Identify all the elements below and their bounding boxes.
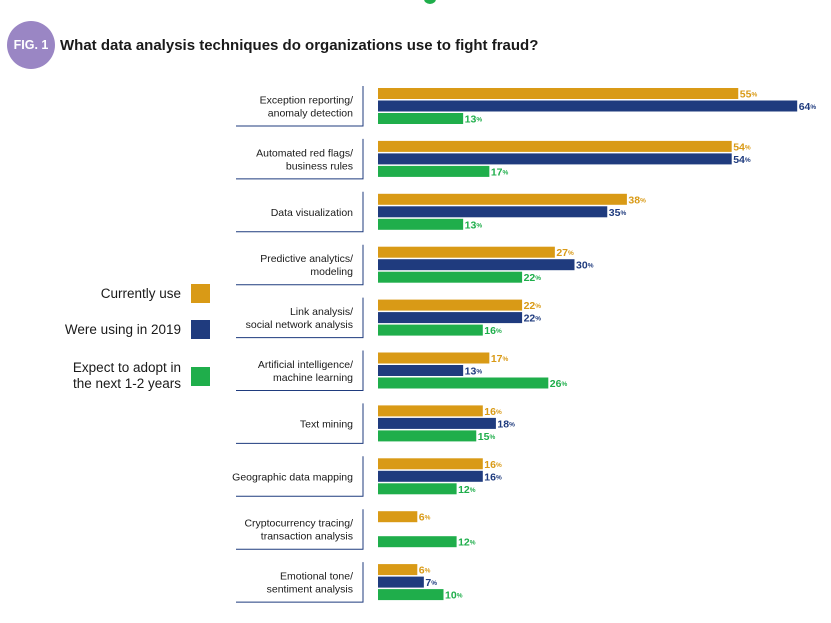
bar	[378, 458, 483, 470]
bar-value-label: 17%	[491, 166, 509, 178]
bar-value-label: 16%	[484, 406, 502, 418]
bar-value-label: 55%	[740, 89, 758, 101]
legend-label-current: Currently use	[100, 285, 181, 301]
bar-value-label: 27%	[556, 247, 574, 259]
bar-value-label: 16%	[484, 471, 502, 483]
bar	[378, 312, 523, 324]
bar-value-label: 38%	[628, 194, 646, 206]
bar-value-label: 16%	[484, 325, 502, 337]
bar	[378, 100, 798, 112]
category-label: Emotional tone/sentiment analysis	[267, 571, 353, 596]
category-label: Automated red flags/business rules	[256, 147, 353, 172]
bar	[378, 193, 627, 205]
legend-label-2019: Were using in 2019	[64, 321, 181, 337]
category-bracket	[236, 138, 364, 180]
legend-swatch-2019	[191, 320, 210, 339]
top-dot	[424, 0, 436, 4]
bar	[378, 576, 424, 588]
figure-badge: FIG. 1	[7, 21, 55, 69]
category-bracket	[236, 403, 364, 444]
bar	[378, 140, 732, 152]
chart-title: What data analysis techniques do organiz…	[60, 37, 539, 54]
category-label: Exception reporting/anomaly detection	[260, 95, 354, 120]
bar-value-label: 35%	[609, 207, 627, 219]
bar	[378, 271, 523, 283]
bar-value-label: 54%	[733, 141, 751, 153]
category-bracket	[236, 350, 364, 391]
category-bracket	[236, 244, 364, 286]
bar-value-label: 17%	[491, 353, 509, 365]
bar	[378, 113, 464, 124]
bar	[378, 246, 555, 258]
bar-value-label: 18%	[497, 418, 515, 430]
bar-value-label: 7%	[425, 577, 437, 589]
bar	[378, 536, 457, 548]
bar	[378, 430, 477, 442]
bar	[378, 259, 575, 271]
bar	[378, 589, 444, 601]
bar	[378, 483, 457, 495]
category-label: Cryptocurrency tracing/transaction analy…	[244, 518, 353, 543]
bar	[378, 564, 418, 576]
legend-item-current: Currently use	[101, 284, 210, 303]
bar-value-label: 22%	[524, 300, 542, 312]
bar-value-label: 10%	[445, 590, 463, 602]
bar	[378, 218, 464, 230]
bar	[378, 324, 483, 336]
bar-value-label: 54%	[733, 154, 751, 166]
category-label: Data visualization	[271, 207, 353, 219]
bar-value-label: 13%	[465, 366, 483, 378]
bar-value-label: 16%	[484, 459, 502, 471]
bar	[378, 153, 732, 165]
category-label: Geographic data mapping	[232, 471, 353, 483]
bar	[378, 299, 523, 311]
bar-value-label: 6%	[419, 565, 431, 577]
figure-badge-text: FIG. 1	[13, 38, 49, 52]
bar-value-label: 22%	[524, 313, 542, 325]
category-label: Artificial intelligence/machine learning	[258, 359, 353, 384]
legend-item-2019: Were using in 2019	[65, 320, 210, 339]
bar	[378, 352, 490, 364]
bar-value-label: 64%	[799, 101, 817, 113]
bar-value-label: 6%	[419, 512, 431, 524]
legend-swatch-current	[191, 284, 210, 303]
bar-value-label: 13%	[465, 219, 483, 231]
bar	[378, 88, 739, 99]
bar-value-label: 12%	[458, 484, 476, 496]
category-bracket	[236, 562, 364, 603]
category-bracket	[236, 86, 364, 127]
bar-value-label: 15%	[478, 431, 496, 443]
category-bracket	[236, 297, 364, 339]
category-label: Text mining	[300, 418, 353, 430]
bar-value-label: 26%	[550, 378, 568, 390]
bar	[378, 417, 496, 429]
legend-item-expect: Expect to adopt in the next 1-2 years	[73, 360, 210, 392]
bar-value-label: 13%	[465, 114, 483, 126]
bar	[378, 405, 483, 417]
category-bracket	[236, 509, 364, 550]
bar	[378, 470, 483, 482]
bar	[378, 377, 549, 389]
bar-value-label: 22%	[524, 272, 542, 284]
category-label: Link analysis/social network analysis	[246, 306, 353, 331]
legend-swatch-expect	[191, 366, 210, 386]
bar-value-label: 12%	[458, 537, 476, 549]
legend-label-expect: Expect to adopt in the next 1-2 years	[72, 360, 181, 391]
bar	[378, 206, 608, 218]
bar	[378, 365, 464, 376]
bar-value-label: 30%	[576, 260, 594, 272]
bar	[378, 165, 490, 177]
bar	[378, 511, 418, 523]
category-label: Predictive analytics/modeling	[260, 253, 353, 278]
category-bracket	[236, 456, 364, 497]
category-bracket	[236, 191, 364, 233]
